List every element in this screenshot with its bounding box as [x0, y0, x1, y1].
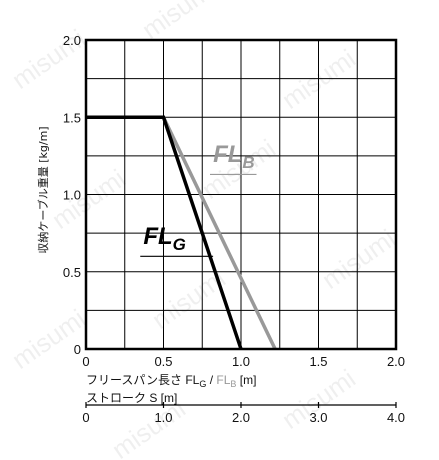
x-axis-label-prefix: フリースパン長さ	[86, 373, 185, 387]
y-tick-label: 0	[74, 342, 81, 357]
grid-lines	[86, 40, 396, 349]
x-axis-label-fl: FL	[185, 373, 199, 387]
x2-tick-label: 4.0	[387, 410, 405, 425]
x2-tick-label: 0	[82, 410, 89, 425]
series-layer	[86, 115, 277, 350]
x-tick-labels: 0 0.5 1.0 1.5 2.0	[82, 354, 405, 369]
watermark-text: misumi	[136, 0, 221, 45]
x2-tick-label: 3.0	[309, 410, 327, 425]
x-tick-label: 0.5	[154, 354, 172, 369]
x-tick-label: 1.5	[309, 354, 327, 369]
series-line-flg	[86, 115, 243, 350]
x-tick-label: 1.0	[232, 354, 250, 369]
y-tick-label: 1.0	[63, 188, 81, 203]
x2-tick-label: 1.0	[154, 410, 172, 425]
x-tick-label: 2.0	[387, 354, 405, 369]
y-tick-label: 1.5	[63, 110, 81, 125]
x-axis-label-g: G	[199, 379, 206, 389]
y-tick-labels: 0 0.5 1.0 1.5 2.0	[63, 33, 81, 357]
x2-axis-label: ストローク S [m]	[86, 391, 177, 405]
x-axis-label-unit: [m]	[236, 373, 256, 387]
series-label-text: FLB	[213, 141, 255, 172]
series-label-flb: FLB	[210, 141, 257, 176]
y-tick-label: 2.0	[63, 33, 81, 48]
x-axis-label-fl-b: FL	[216, 373, 230, 387]
x-axis-label-b: B	[230, 379, 236, 389]
y-tick-label: 0.5	[63, 265, 81, 280]
x2-axis-ticks: 0 1.0 2.0 3.0 4.0	[82, 402, 405, 425]
watermark-text: misumi	[146, 263, 231, 335]
series-labels: FLG FLB	[140, 141, 257, 257]
series-label-text: FLG	[143, 223, 186, 254]
x-axis-label-slash: /	[206, 373, 216, 387]
watermark-text: misumi	[6, 303, 91, 375]
x-tick-label: 0	[82, 354, 89, 369]
y-axis-label: 収納ケーブル重量 [kg/m]	[36, 126, 50, 253]
watermark-text: misumi	[316, 223, 401, 295]
x-axis-label: フリースパン長さ FLG / FLB [m]	[86, 373, 256, 389]
plot-frame	[84, 38, 398, 351]
x2-tick-label: 2.0	[232, 410, 250, 425]
series-label-flg: FLG	[140, 223, 214, 257]
watermark-text: misumi	[46, 163, 131, 235]
